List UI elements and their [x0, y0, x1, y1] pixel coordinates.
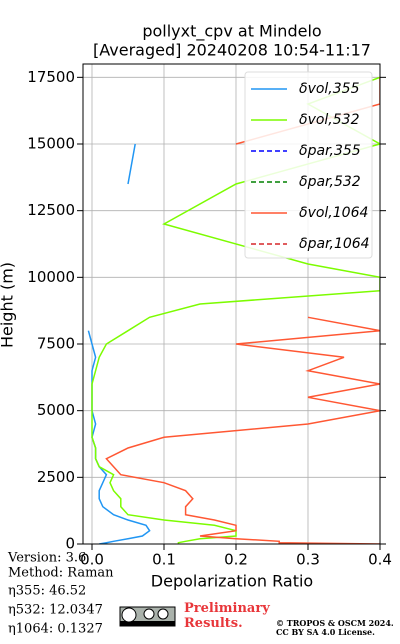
y-tick-label: 0 — [65, 535, 75, 553]
cc-icon — [119, 606, 176, 627]
y-axis-label: Height (m) — [0, 262, 17, 348]
info-block: Version: 3.6 Method: Raman η355: 46.52 η… — [7, 551, 114, 637]
y-tick-label: 17500 — [27, 68, 75, 86]
x-tick-label: 0.2 — [224, 551, 248, 569]
chart-title: pollyxt_cpv at Mindelo — [142, 22, 321, 42]
x-tick-label: 0.4 — [368, 551, 392, 569]
legend-label: δvol,532 — [299, 112, 360, 128]
preliminary-box: Preliminary Results. — [184, 601, 270, 631]
info-line: η355: 46.52 — [8, 584, 86, 599]
legend-label: δpar,1064 — [299, 236, 370, 252]
legend-label: δvol,1064 — [299, 205, 368, 221]
y-tick-label: 2500 — [37, 468, 75, 486]
info-line: Method: Raman — [8, 566, 114, 581]
info-line: η532: 12.0347 — [8, 603, 103, 618]
y-tick-label: 5000 — [37, 401, 75, 419]
plot-frame — [82, 63, 381, 545]
license: CC BY SA 4.0 License. — [276, 627, 375, 637]
copyright: © TROPOS & OSCM 2024. — [276, 618, 394, 628]
preliminary-text: Preliminary Results. — [184, 601, 270, 631]
legend-label: δvol,355 — [299, 81, 360, 97]
y-tick-label: 10000 — [27, 268, 75, 286]
legend-label: δpar,532 — [299, 174, 361, 190]
y-tick-label: 15000 — [27, 135, 75, 153]
x-tick-label: 0.3 — [296, 551, 320, 569]
legend-label: δpar,355 — [299, 143, 361, 159]
legend-box — [244, 71, 373, 259]
x-axis-label: Depolarization Ratio — [151, 572, 313, 591]
info-line: η1064: 0.1327 — [8, 622, 103, 637]
info-line: Version: 3.6 — [7, 551, 86, 566]
chart-subtitle: [Averaged] 20240208 10:54-11:17 — [93, 41, 371, 60]
profile-line — [91, 76, 380, 544]
x-tick-label: 0.1 — [152, 551, 176, 569]
y-tick-label: 7500 — [37, 335, 75, 353]
x-tick-label: 0.0 — [80, 551, 104, 569]
y-tick-label: 12500 — [27, 201, 75, 219]
